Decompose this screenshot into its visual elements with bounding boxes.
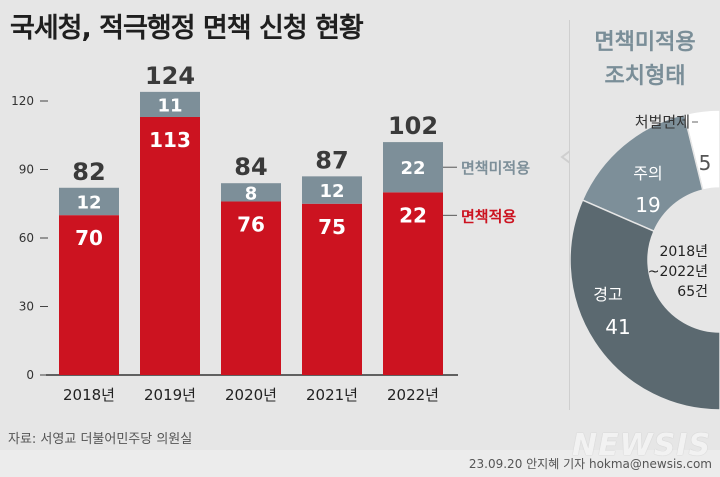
x-tick-label: 2018년 [63, 386, 115, 404]
slice-value-주의: 19 [635, 193, 660, 217]
label-not-applied-2019년: 11 [157, 95, 182, 116]
y-tick-label: 0 [26, 368, 34, 382]
label-applied-2019년: 113 [149, 128, 191, 152]
total-label-2018년: 82 [72, 158, 105, 186]
label-not-applied-2021년: 12 [319, 181, 344, 202]
page-title: 국세청, 적극행정 면책 신청 현황 [10, 13, 364, 44]
total-label-2022년: 102 [388, 112, 438, 140]
label-applied-2018년: 70 [75, 226, 103, 250]
source-note: 자료: 서영교 더불어민주당 의원실 [8, 432, 193, 447]
slice-value-경고: 41 [605, 315, 630, 339]
label-applied-2022년: 22 [399, 203, 427, 227]
bar-applied-2021년 [302, 203, 362, 375]
bar-not-applied-2020년 [221, 183, 281, 202]
label-not-applied-2018년: 12 [76, 192, 101, 213]
credit-line: 23.09.20 안지혜 기자 hokma@newsis.com [468, 457, 712, 471]
slice-name-주의: 주의 [633, 164, 662, 183]
label-not-applied-2022년: 22 [400, 158, 425, 179]
bar-applied-2019년 [140, 116, 200, 375]
newsis-logo: NEWSIS [572, 428, 712, 463]
donut-center-label: 2018년 [659, 244, 708, 260]
bar-applied-2022년 [383, 192, 443, 375]
donut-title-line-2: 조치형태 [604, 64, 686, 89]
y-tick-label: 90 [19, 163, 34, 177]
bar-not-applied-2018년 [59, 187, 119, 216]
y-tick-label: 30 [19, 300, 34, 314]
x-tick-label: 2019년 [144, 386, 196, 404]
y-tick-label: 120 [11, 94, 34, 108]
x-tick-label: 2022년 [387, 386, 439, 404]
total-label-2021년: 87 [315, 146, 348, 174]
x-tick-label: 2021년 [306, 386, 358, 404]
bar-not-applied-2022년 [383, 142, 443, 193]
bar-not-applied-2021년 [302, 176, 362, 204]
total-label-2019년: 124 [145, 62, 195, 90]
slice-value-처벌면제: 5 [699, 151, 712, 175]
donut-center-label: ~2022년 [648, 264, 708, 280]
donut-chart: 처벌면제 5 주의 19 경고 41 2018년 ~2022년 65건 [570, 109, 720, 410]
bar-not-applied-2019년 [140, 91, 200, 117]
label-not-applied-2020년: 8 [245, 183, 258, 204]
stacked-bar-chart: 0 30 60 90 120 70 12 82 2018년 113 11 124 2019년 76 884 2… [11, 62, 530, 404]
donut-title-line-1: 면책미적용 [594, 30, 696, 55]
bar-applied-2018년 [59, 215, 119, 375]
legend-not-applied: 면책미적용 [461, 159, 530, 177]
legend-applied: 면책적용 [461, 207, 516, 225]
bar-applied-2020년 [221, 201, 281, 375]
donut-slice-경고 [570, 199, 720, 410]
footer-band [0, 450, 720, 477]
total-label-2020년: 84 [234, 153, 267, 181]
slice-name-처벌면제: 처벌면제 [635, 113, 690, 131]
label-applied-2020년: 76 [237, 212, 265, 236]
slice-name-경고: 경고 [593, 285, 622, 304]
label-applied-2021년: 75 [318, 215, 346, 239]
x-tick-label: 2020년 [225, 386, 277, 404]
donut-center-label: 65건 [677, 284, 708, 300]
y-tick-label: 60 [19, 231, 34, 245]
